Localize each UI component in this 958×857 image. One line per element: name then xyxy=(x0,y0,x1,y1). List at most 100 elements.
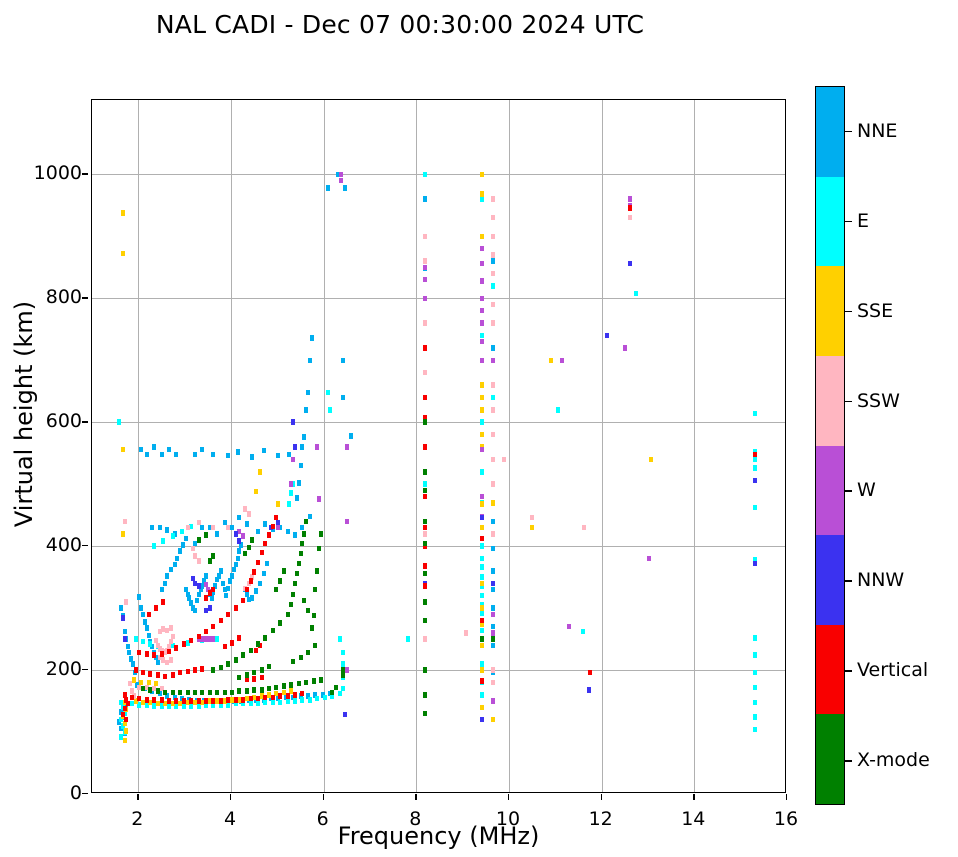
data-point xyxy=(328,407,333,413)
data-point xyxy=(126,700,131,707)
data-point xyxy=(491,636,496,642)
data-point xyxy=(239,542,244,548)
data-point xyxy=(218,664,223,671)
data-point xyxy=(274,514,279,521)
data-point xyxy=(480,636,485,642)
colorbar-segment-w[interactable] xyxy=(816,445,844,536)
data-point xyxy=(300,697,305,703)
data-point xyxy=(480,382,485,388)
data-point xyxy=(304,407,309,413)
data-point xyxy=(165,659,170,666)
data-point xyxy=(422,444,427,450)
data-point xyxy=(265,560,270,567)
colorbar-segment-sse[interactable] xyxy=(816,266,844,357)
data-point xyxy=(422,524,427,531)
data-point xyxy=(305,389,310,396)
data-point xyxy=(330,689,334,696)
data-point xyxy=(259,693,264,699)
data-point xyxy=(141,638,145,645)
data-point xyxy=(137,684,142,691)
data-point xyxy=(226,452,231,459)
data-point xyxy=(165,527,170,533)
data-point xyxy=(298,462,303,469)
data-point xyxy=(196,703,201,709)
data-point xyxy=(278,620,283,626)
colorbar-segment-e[interactable] xyxy=(816,176,844,267)
data-point xyxy=(168,638,173,645)
data-point xyxy=(259,674,264,681)
data-point xyxy=(215,531,220,537)
colorbar-segment-ssw[interactable] xyxy=(816,355,844,446)
data-point xyxy=(241,652,246,658)
data-point xyxy=(237,548,242,554)
data-point xyxy=(237,528,242,535)
data-point xyxy=(291,419,296,425)
data-point xyxy=(587,669,592,676)
data-point xyxy=(263,635,268,641)
y-tick-mark xyxy=(82,793,88,795)
colorbar[interactable] xyxy=(815,86,845,805)
data-point xyxy=(628,214,633,221)
data-point xyxy=(207,524,212,531)
data-point xyxy=(204,532,208,538)
data-point xyxy=(752,669,757,676)
gridline-vertical xyxy=(323,100,325,792)
data-point xyxy=(166,703,171,709)
data-point xyxy=(263,521,268,527)
colorbar-segment-vertical[interactable] xyxy=(816,624,844,715)
colorbar-tick-mark xyxy=(845,220,852,223)
data-point xyxy=(502,456,507,463)
data-point xyxy=(168,625,173,631)
data-point xyxy=(218,698,223,704)
data-point xyxy=(163,580,168,587)
data-point xyxy=(200,524,205,531)
data-point xyxy=(480,419,485,425)
data-point xyxy=(567,623,572,630)
plot-area[interactable] xyxy=(91,99,786,793)
data-point xyxy=(248,695,253,702)
data-point xyxy=(241,597,246,604)
data-point xyxy=(307,697,312,703)
x-tick-label: 14 xyxy=(681,808,706,830)
data-point xyxy=(185,699,190,706)
data-point xyxy=(330,693,334,699)
y-axis-labels: 0 200 400 600 800 1000 xyxy=(0,99,88,804)
colorbar-segment-x-mode[interactable] xyxy=(816,714,844,805)
colorbar-tick-mark xyxy=(845,490,852,492)
data-point xyxy=(344,444,349,450)
data-point xyxy=(348,433,353,439)
data-point xyxy=(276,524,281,531)
series-ssw xyxy=(92,100,785,792)
y-tick-mark xyxy=(82,421,88,423)
gridline-horizontal xyxy=(92,670,785,672)
y-axis-title: Virtual height (km) xyxy=(10,300,38,528)
data-point xyxy=(231,566,236,573)
colorbar-segment-nnw[interactable] xyxy=(816,535,844,626)
data-point xyxy=(118,699,123,706)
data-point xyxy=(289,490,294,496)
data-point xyxy=(118,734,123,740)
data-point xyxy=(278,699,283,706)
colorbar-tick-mark xyxy=(845,670,852,672)
data-point xyxy=(148,699,153,706)
data-point xyxy=(183,535,188,542)
data-point xyxy=(480,617,485,624)
data-point xyxy=(752,726,757,733)
data-point xyxy=(315,568,320,574)
data-point xyxy=(281,683,286,689)
data-point xyxy=(491,283,496,289)
x-tick-label: 4 xyxy=(223,808,237,830)
data-point xyxy=(298,550,303,557)
data-point xyxy=(298,654,303,661)
data-point xyxy=(257,580,262,587)
data-point xyxy=(302,597,307,604)
data-point xyxy=(233,697,238,703)
data-point xyxy=(191,545,195,552)
data-point xyxy=(287,451,292,458)
colorbar-segment-nne[interactable] xyxy=(816,87,844,177)
data-point xyxy=(263,699,268,706)
data-point xyxy=(122,636,127,642)
data-point xyxy=(222,698,227,704)
data-point xyxy=(491,252,496,258)
data-point xyxy=(480,407,485,413)
